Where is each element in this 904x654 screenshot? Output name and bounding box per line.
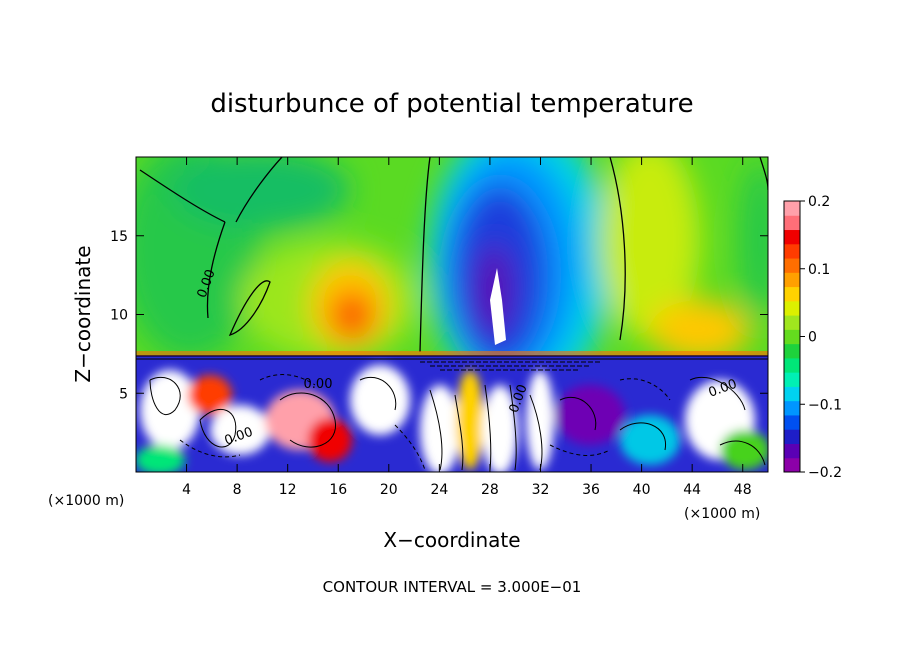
colorbar-tick-label: 0.1 <box>808 262 830 278</box>
y-tick-label: 5 <box>119 386 128 402</box>
colorbar-swatch <box>784 229 800 245</box>
x-tick-label: 48 <box>734 482 752 498</box>
y-axis: 5 10 15 <box>110 229 768 402</box>
colorbar-swatch <box>784 443 800 459</box>
x-tick-label: 40 <box>633 482 651 498</box>
colorbar-swatch <box>784 215 800 231</box>
plot-area: 0.000.000.000.00 0.00 <box>136 157 768 472</box>
x-tick-label: 44 <box>683 482 701 498</box>
colorbar-swatch <box>784 414 800 430</box>
colorbar-swatch <box>784 329 800 345</box>
x-axis-unit-left: (×1000 m) <box>48 493 124 509</box>
colorbar-tick-label: −0.2 <box>808 465 842 481</box>
y-tick-label: 15 <box>110 229 128 245</box>
colorbar-tick-label: 0 <box>808 330 817 346</box>
x-tick-label: 32 <box>532 482 550 498</box>
colorbar-swatch <box>784 201 800 216</box>
x-tick-label: 36 <box>582 482 600 498</box>
colorbar-swatch <box>784 343 800 359</box>
x-tick-label: 16 <box>329 482 347 498</box>
colorbar-swatch <box>784 400 800 416</box>
colorbar-swatch <box>784 372 800 387</box>
colorbar: 0.2 0.1 0 −0.1 −0.2 <box>783 194 842 481</box>
contour-interval-footer: CONTOUR INTERVAL = 3.000E−01 <box>323 578 582 596</box>
contour-label: 0.00 <box>304 377 333 392</box>
colorbar-swatch <box>784 386 800 402</box>
colorbar-swatch <box>784 258 800 273</box>
x-tick-label: 4 <box>182 482 191 498</box>
colorbar-swatch <box>784 272 800 288</box>
boundary-contours <box>136 355 768 371</box>
chart-title: disturbunce of potential temperature <box>210 89 693 119</box>
x-tick-label: 28 <box>481 482 499 498</box>
x-tick-label: 12 <box>279 482 297 498</box>
upper-field <box>136 157 768 355</box>
colorbar-swatch <box>784 315 800 330</box>
colorbar-tick-label: −0.1 <box>808 397 842 413</box>
y-axis-label: Z−coordinate <box>71 245 95 382</box>
x-tick-label: 24 <box>430 482 448 498</box>
colorbar-swatch <box>784 286 800 302</box>
lower-field <box>136 355 768 472</box>
colorbar-swatch <box>784 300 800 316</box>
x-tick-label: 20 <box>380 482 398 498</box>
colorbar-tick-label: 0.2 <box>808 194 830 210</box>
x-axis: 4 8 12 16 20 24 28 32 36 40 44 48 <box>182 157 752 498</box>
x-axis-unit-right: (×1000 m) <box>684 506 760 522</box>
colorbar-swatch <box>784 429 800 444</box>
colorbar-swatch <box>784 457 800 473</box>
x-axis-label: X−coordinate <box>383 528 520 552</box>
colorbar-swatch <box>784 357 800 373</box>
x-tick-label: 8 <box>233 482 242 498</box>
colorbar-swatch <box>784 243 800 259</box>
y-tick-label: 10 <box>110 308 128 324</box>
